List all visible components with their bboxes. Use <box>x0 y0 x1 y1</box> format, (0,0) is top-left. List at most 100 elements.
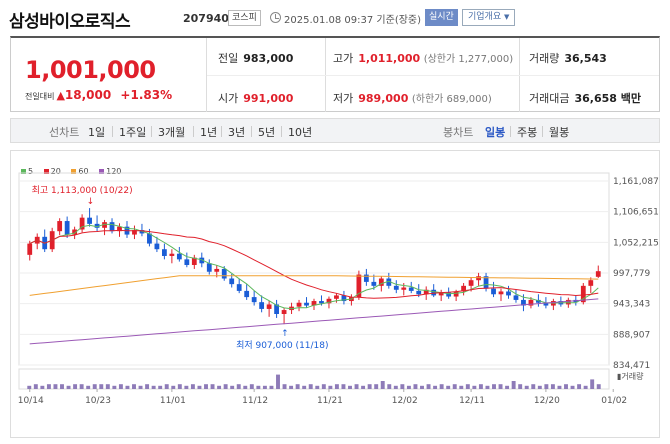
legend-swatch <box>43 169 49 174</box>
candle-body <box>491 288 496 295</box>
volume-bar <box>73 384 78 389</box>
amount-value: 36,658 백만 <box>574 92 642 105</box>
ma-legend: 5 20 60 120 <box>21 167 129 176</box>
tab-separator <box>221 126 222 137</box>
volume-bar <box>204 384 208 389</box>
candle-body <box>446 292 452 297</box>
candlestick-chart: 1,161,087 1,106,651 1,052,215 997,779 943,34… <box>18 172 659 406</box>
candle-body <box>184 259 190 265</box>
volume-bar <box>361 385 366 389</box>
candle-body <box>72 229 78 235</box>
volume-bar <box>498 384 503 389</box>
legend-ma60: 60 <box>71 167 89 176</box>
candle-body <box>281 310 287 315</box>
x-tick-label: 01/02 <box>601 396 627 406</box>
change-amount: 18,000 <box>64 88 112 102</box>
legend-ma5: 5 <box>21 167 33 176</box>
volume-bar <box>459 385 464 389</box>
volume-bar <box>485 385 490 389</box>
y-tick-label: 834,471 <box>613 361 650 371</box>
change-label: 전일대비 <box>25 92 55 101</box>
volume-bar <box>217 385 222 389</box>
candle-body <box>528 299 534 306</box>
x-tick-label: 10/23 <box>85 396 111 406</box>
candle-body <box>326 298 332 304</box>
tab-1d[interactable]: 1일 <box>88 126 106 139</box>
volume-bar <box>40 385 45 389</box>
tab-separator <box>251 126 252 137</box>
tab-10y[interactable]: 10년 <box>288 126 313 139</box>
volume-bar <box>276 374 280 389</box>
x-tick-label: 12/11 <box>459 396 485 406</box>
y-tick-label: 1,106,651 <box>613 208 659 218</box>
volume-bar <box>236 384 241 389</box>
volume-bar <box>289 385 294 389</box>
tab-separator <box>151 126 152 137</box>
high-annotation: 최고 1,113,000 (10/22) <box>32 185 133 196</box>
volume-bar <box>105 384 110 389</box>
candle-body <box>536 299 541 303</box>
candle-body <box>319 301 324 304</box>
volume-label: 거래량 <box>529 52 560 65</box>
volume-bar <box>33 384 38 389</box>
volume-bar <box>406 385 411 389</box>
tab-daily[interactable]: 일봉 <box>485 126 506 139</box>
tab-1y[interactable]: 1년 <box>200 126 218 139</box>
volume-bar <box>302 385 307 389</box>
candle-body <box>79 217 85 230</box>
legend-label: 5 <box>28 167 34 176</box>
candle-body <box>199 257 205 264</box>
tab-3m[interactable]: 3개월 <box>158 126 186 139</box>
x-tick-label: 11/01 <box>160 396 186 406</box>
candle-body <box>438 292 444 296</box>
candle-body <box>341 295 347 302</box>
lower-limit: (하한가 689,000) <box>411 94 492 105</box>
volume-bar <box>99 384 104 389</box>
volume-bar <box>531 384 536 389</box>
volume-bar <box>86 385 91 389</box>
candle-body <box>109 222 115 232</box>
ma120-line <box>29 298 599 345</box>
ma20-line <box>29 229 599 299</box>
candle-body <box>57 221 63 232</box>
candle-body <box>214 268 220 272</box>
up-arrow-icon: ▲ <box>56 89 65 102</box>
volume-bar <box>550 384 555 389</box>
tab-monthly[interactable]: 월봉 <box>549 126 570 139</box>
volume-bar <box>118 384 123 389</box>
candle-body <box>132 230 137 235</box>
candle-body <box>311 301 317 306</box>
volume-bar <box>132 384 136 389</box>
volume-bar <box>511 381 516 389</box>
candle-body <box>506 291 511 296</box>
tab-weekly[interactable]: 주봉 <box>517 126 538 139</box>
volume-bar <box>27 385 32 389</box>
volume-bar <box>151 385 156 389</box>
candle-body <box>423 289 429 295</box>
tab-separator <box>542 126 543 137</box>
volume-bar <box>354 384 359 389</box>
tab-1w[interactable]: 1주일 <box>119 126 147 139</box>
volume-bar <box>433 385 438 389</box>
x-tick-label: 12/02 <box>392 396 418 406</box>
candle-body <box>304 302 309 306</box>
upper-limit: (상한가 1,277,000) <box>423 54 514 65</box>
low-price: 저가 989,000 (하한가 689,000) <box>333 90 492 106</box>
candle-body <box>251 297 257 303</box>
volume-bar <box>590 379 595 389</box>
candle-body <box>221 268 227 279</box>
low-arrow-icon: ↑ <box>281 329 289 339</box>
open-price: 시가 991,000 <box>218 90 293 106</box>
realtime-button[interactable]: 실시간 <box>425 9 458 26</box>
low-value: 989,000 <box>358 92 409 105</box>
candle-body <box>356 274 362 298</box>
tab-5y[interactable]: 5년 <box>258 126 276 139</box>
candle-body <box>266 304 272 309</box>
candle-body <box>161 249 167 256</box>
legend-ma20: 20 <box>43 167 61 176</box>
high-label: 고가 <box>333 52 354 65</box>
tab-3y[interactable]: 3년 <box>228 126 246 139</box>
company-overview-button[interactable]: 기업개요 ▼ <box>462 9 516 26</box>
legend-swatch <box>71 169 77 174</box>
price-chart[interactable]: 5 20 60 120 1,161,087 1,106,651 1,052,215 9… <box>10 150 660 438</box>
